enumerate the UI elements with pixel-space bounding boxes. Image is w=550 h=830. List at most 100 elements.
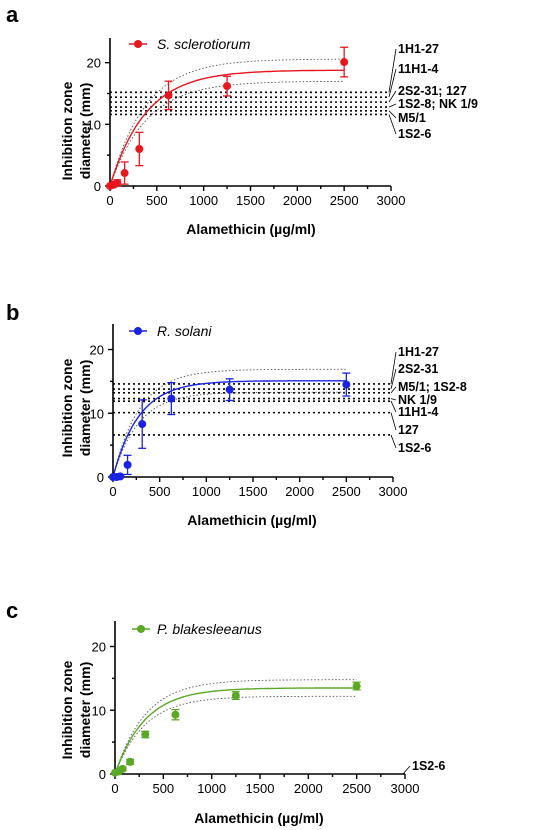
reference-label: 1H1-27 xyxy=(398,345,439,359)
x-tick-label: 3000 xyxy=(377,193,406,208)
x-tick-label: 0 xyxy=(106,193,113,208)
data-point xyxy=(225,385,234,394)
reference-label: 2S2-31 xyxy=(398,362,438,376)
data-point xyxy=(116,472,125,481)
legend-marker xyxy=(129,327,147,335)
data-point xyxy=(141,730,150,739)
y-tick-label: 0 xyxy=(99,767,106,782)
x-tick-label: 2500 xyxy=(342,781,371,796)
y-axis-label-a-line2: diameter (mm) xyxy=(77,83,93,179)
y-tick-label: 20 xyxy=(90,343,104,358)
plot-area-c: 0 500 1000 1500 2000 2500 3000 0 10 20 1S2-6 xyxy=(92,621,445,796)
confidence-band-lower xyxy=(114,695,357,775)
reference-label: 1S2-6 xyxy=(412,759,445,773)
reference-label: 2S2-31; 127 xyxy=(398,84,467,98)
panel-label-b: b xyxy=(6,300,19,325)
reference-leader-line xyxy=(388,103,397,108)
reference-label: 1S2-6 xyxy=(398,127,431,141)
x-tick-label: 0 xyxy=(109,484,116,499)
panel-c: c 0 500 1000 1500 2000 2500 3000 0 10 20 1S2-6 Inh… xyxy=(6,598,445,826)
reference-leader-line xyxy=(388,68,397,98)
data-point xyxy=(164,91,173,100)
x-tick-label: 500 xyxy=(149,484,171,499)
reference-label: 11H1-4 xyxy=(398,405,438,419)
reference-leader-line xyxy=(388,48,397,93)
y-axis-label-b-line2: diameter (mm) xyxy=(77,360,93,456)
x-tick-label: 0 xyxy=(111,781,118,796)
x-tick-label: 2000 xyxy=(285,484,314,499)
confidence-band-upper xyxy=(114,679,357,775)
reference-label: M5/1; 1S2-8 xyxy=(398,380,467,394)
data-point xyxy=(340,58,349,67)
data-point xyxy=(231,691,240,700)
x-tick-label: 500 xyxy=(146,193,168,208)
data-point xyxy=(113,178,122,187)
reference-label: 1S2-6 xyxy=(398,441,431,455)
y-tick-label: 20 xyxy=(92,640,106,655)
panel-label-a: a xyxy=(6,2,19,27)
reference-label: 127 xyxy=(398,423,419,437)
x-tick-label: 1500 xyxy=(239,484,268,499)
data-point xyxy=(167,394,176,403)
x-tick-label: 1000 xyxy=(189,193,218,208)
data-point xyxy=(118,764,127,773)
x-tick-label: 1500 xyxy=(236,193,265,208)
x-tick-label: 3000 xyxy=(391,781,420,796)
x-tick-label: 1500 xyxy=(246,781,275,796)
reference-leader-line xyxy=(388,114,397,135)
x-tick-label: 2000 xyxy=(294,781,323,796)
y-tick-label: 10 xyxy=(92,703,106,718)
x-tick-label: 2500 xyxy=(330,193,359,208)
fit-curve xyxy=(114,687,357,775)
legend-label-b: R. solani xyxy=(157,323,212,339)
reference-label: 1H1-27 xyxy=(398,42,439,56)
reference-leader-line xyxy=(390,400,397,413)
reference-leader-line xyxy=(390,386,397,394)
confidence-band-lower xyxy=(112,391,347,478)
legend-marker xyxy=(132,625,150,633)
reference-leader-line xyxy=(388,110,397,119)
plot-area-b: 0 500 1000 1500 2000 2500 3000 0 10 20 1H1-27 2S2-3… xyxy=(90,324,467,499)
y-axis-label-a-line1: Inhibition zone xyxy=(59,81,75,180)
reference-label: 1S2-8; NK 1/9 xyxy=(398,97,478,111)
x-tick-label: 2500 xyxy=(332,484,361,499)
legend-label-c: P. blakesleeanus xyxy=(157,621,262,637)
reference-leader-line xyxy=(390,398,397,401)
y-tick-label: 20 xyxy=(87,56,101,71)
reference-label: NK 1/9 xyxy=(398,393,437,407)
x-axis-label-b: Alamethicin (µg/ml) xyxy=(187,512,316,528)
reference-leader-line xyxy=(390,434,397,449)
y-axis-label-c-line2: diameter (mm) xyxy=(77,662,93,758)
x-tick-label: 3000 xyxy=(379,484,408,499)
x-axis-label-a: Alamethicin (µg/ml) xyxy=(186,221,315,237)
data-point xyxy=(171,710,180,719)
data-point xyxy=(135,145,144,153)
panel-b: b 0 500 1000 1500 2000 2500 3000 0 10 20 1H1-27 2S2… xyxy=(6,300,467,528)
x-tick-label: 1000 xyxy=(197,781,226,796)
reference-label: M5/1 xyxy=(398,111,426,125)
x-axis-label-c: Alamethicin (µg/ml) xyxy=(194,810,323,826)
x-tick-label: 500 xyxy=(152,781,174,796)
y-tick-label: 10 xyxy=(87,117,101,132)
reference-leader-line xyxy=(390,368,397,390)
panel-a: a 0 500 1000 1500 2000 2500 3000 0 10 20 1H1-27 11H… xyxy=(6,2,478,237)
data-point xyxy=(120,169,129,178)
reference-label: 11H1-4 xyxy=(398,62,438,76)
legend-marker xyxy=(129,40,147,48)
data-point xyxy=(138,420,147,429)
reference-leader-line xyxy=(390,351,397,384)
fit-curve xyxy=(109,69,345,187)
data-point xyxy=(223,82,232,91)
data-point xyxy=(123,460,132,469)
reference-leader-line xyxy=(402,765,411,775)
x-tick-label: 2000 xyxy=(283,193,312,208)
reference-leader-line xyxy=(390,412,397,431)
x-tick-label: 1000 xyxy=(192,484,221,499)
confidence-band-upper xyxy=(109,58,345,187)
y-tick-label: 0 xyxy=(94,179,101,194)
plot-area-a: 0 500 1000 1500 2000 2500 3000 0 10 20 1H1-27 11H1-… xyxy=(87,38,478,208)
y-tick-label: 0 xyxy=(97,470,104,485)
panel-label-c: c xyxy=(6,598,18,623)
data-point xyxy=(352,682,361,691)
legend-label-a: S. sclerotiorum xyxy=(157,36,251,52)
